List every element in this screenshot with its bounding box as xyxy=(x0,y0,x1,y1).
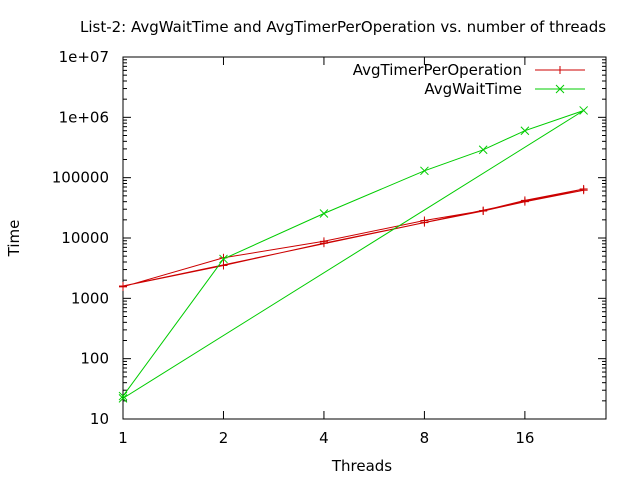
y-tick-label: 10 xyxy=(90,410,109,428)
y-tick-label: 100000 xyxy=(52,169,109,187)
chart-title: List-2: AvgWaitTime and AvgTimerPerOpera… xyxy=(80,18,606,36)
legend-marker xyxy=(556,66,564,74)
data-point xyxy=(319,209,329,218)
y-tick-label: 10000 xyxy=(61,229,109,247)
y-tick-label: 100 xyxy=(80,350,109,368)
cross-marker-b xyxy=(478,145,488,155)
x-axis: 1 2 4 8 16 xyxy=(118,57,534,447)
cross-marker-b xyxy=(319,209,329,218)
x-axis-label: Threads xyxy=(331,457,392,475)
x-tick-label: 2 xyxy=(219,429,229,447)
data-point xyxy=(219,261,228,270)
cross-marker-b xyxy=(118,393,128,403)
x-tick-label: 16 xyxy=(515,429,534,447)
y-tick-label: 1000 xyxy=(71,289,109,307)
series-layer xyxy=(118,106,589,403)
y-tick-label: 1e+07 xyxy=(59,48,109,66)
y-tick-label: 1e+06 xyxy=(59,108,109,126)
cross-marker-b xyxy=(420,166,429,176)
data-point xyxy=(420,218,429,227)
cross-marker-b xyxy=(579,106,589,115)
cross-marker-b xyxy=(118,391,128,401)
legend-label: AvgTimerPerOperation xyxy=(353,61,522,79)
data-point xyxy=(119,282,127,291)
data-point xyxy=(520,126,530,136)
data-point xyxy=(319,239,328,248)
legend-label: AvgWaitTime xyxy=(424,80,522,98)
data-point xyxy=(478,145,488,155)
x-tick-label: 4 xyxy=(319,429,329,447)
data-point xyxy=(579,186,588,195)
data-point xyxy=(520,197,529,206)
data-point xyxy=(219,254,228,264)
cross-marker-b xyxy=(555,84,565,94)
y-axis-label: Time xyxy=(5,220,23,258)
legend-entry: AvgWaitTime xyxy=(424,80,585,98)
data-point xyxy=(118,393,128,403)
series-line xyxy=(122,188,584,288)
x-tick-label: 8 xyxy=(420,429,430,447)
data-point xyxy=(420,166,429,176)
x-tick-label: 1 xyxy=(118,429,128,447)
data-point xyxy=(479,207,488,216)
y-axis: 10 100 1000 10000 100000 1e+06 1e+07 xyxy=(52,48,606,428)
legend-entry: AvgTimerPerOperation xyxy=(353,61,585,79)
data-point xyxy=(579,106,589,115)
series-line xyxy=(122,110,584,399)
cross-marker-b xyxy=(219,254,228,264)
legend-marker xyxy=(555,84,565,94)
plot-area-border xyxy=(122,56,607,420)
data-point xyxy=(118,391,128,401)
series-avgwaittime xyxy=(118,106,589,403)
series-avgtimerperoperation xyxy=(119,184,588,291)
cross-marker-b xyxy=(520,126,530,136)
